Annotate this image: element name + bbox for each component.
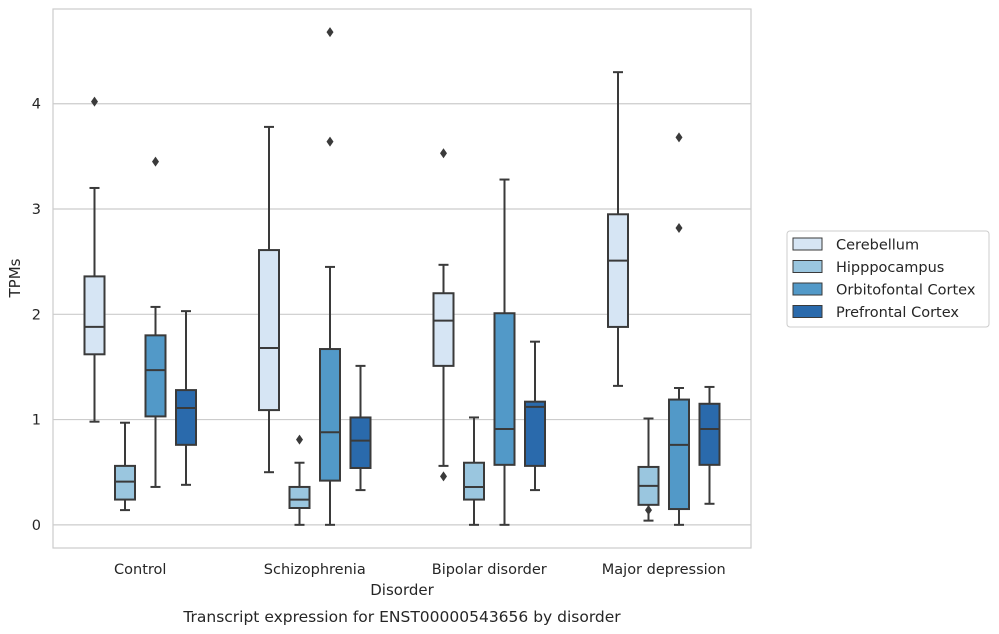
chart-title: Transcript expression for ENST0000054365… [182, 608, 621, 626]
y-tick-label: 4 [32, 97, 41, 113]
box-1-1 [288, 434, 311, 526]
box-iqr [349, 416, 372, 469]
legend: Cerebellum Hipppocampus Orbitofontal Corte… [786, 230, 990, 328]
box-iqr [144, 334, 167, 418]
x-axis-label: Disorder [370, 581, 434, 599]
x-tick-label: Control [114, 562, 166, 578]
box-iqr [432, 292, 455, 367]
box-1-2 [463, 416, 485, 526]
outlier-point [675, 222, 683, 233]
y-tick-label: 1 [32, 413, 41, 429]
x-tick-label: Schizophrenia [264, 562, 366, 578]
box-3-3 [698, 385, 721, 505]
y-tick-label: 2 [32, 307, 41, 323]
box-2-1 [319, 27, 341, 526]
box-2-3 [668, 132, 690, 526]
x-tick-label: Bipolar disorder [432, 562, 547, 578]
box-2-2 [493, 178, 516, 526]
box-iqr [114, 464, 136, 501]
outlier-point [296, 434, 303, 445]
box-iqr [668, 398, 690, 511]
x-tick-label: Major depression [602, 562, 726, 578]
plot-frame [52, 8, 752, 549]
legend-label: Hipppocampus [836, 260, 944, 276]
box-0-0 [83, 96, 106, 423]
legend-swatch [792, 237, 823, 251]
gridlines [53, 103, 751, 526]
legend-swatch [792, 305, 823, 318]
outlier-point [326, 136, 334, 147]
box-0-1 [258, 125, 280, 474]
y-tick-label: 3 [32, 202, 41, 218]
outlier-point [440, 471, 447, 482]
box-iqr [175, 389, 197, 446]
outlier-point [326, 27, 334, 38]
legend-label: Cerebellum [836, 238, 919, 254]
y-axis-label: TPMs [6, 258, 24, 298]
boxes [83, 27, 721, 526]
box-1-0 [114, 421, 136, 512]
legend-frame [786, 230, 990, 328]
outlier-point [645, 505, 652, 516]
x-tick-labels: Control Schizophrenia Bipolar disorder Majo… [114, 562, 726, 578]
box-iqr [319, 348, 341, 482]
box-iqr [83, 275, 106, 356]
box-iqr [288, 485, 311, 509]
box-iqr [607, 213, 629, 328]
box-3-2 [524, 340, 546, 492]
box-iqr [463, 461, 485, 501]
outlier-point [152, 156, 159, 167]
box-0-3 [607, 71, 629, 387]
outlier-point [675, 132, 683, 143]
legend-label: Prefrontal Cortex [836, 305, 959, 321]
box-iqr [698, 402, 721, 466]
box-3-0 [175, 310, 197, 486]
box-1-3 [637, 417, 660, 522]
outlier-point [91, 96, 98, 107]
box-iqr [493, 312, 516, 466]
legend-swatch [792, 260, 823, 273]
y-tick-label: 0 [32, 518, 41, 534]
y-tick-labels: 0 1 2 3 4 [32, 97, 41, 534]
box-iqr [258, 249, 280, 412]
legend-label: Orbitofontal Cortex [836, 283, 976, 299]
box-iqr [524, 400, 546, 467]
legend-swatch [792, 282, 823, 296]
box-3-1 [349, 364, 372, 492]
outlier-point [440, 148, 447, 159]
box-2-0 [144, 156, 167, 488]
box-0-2 [432, 148, 455, 482]
